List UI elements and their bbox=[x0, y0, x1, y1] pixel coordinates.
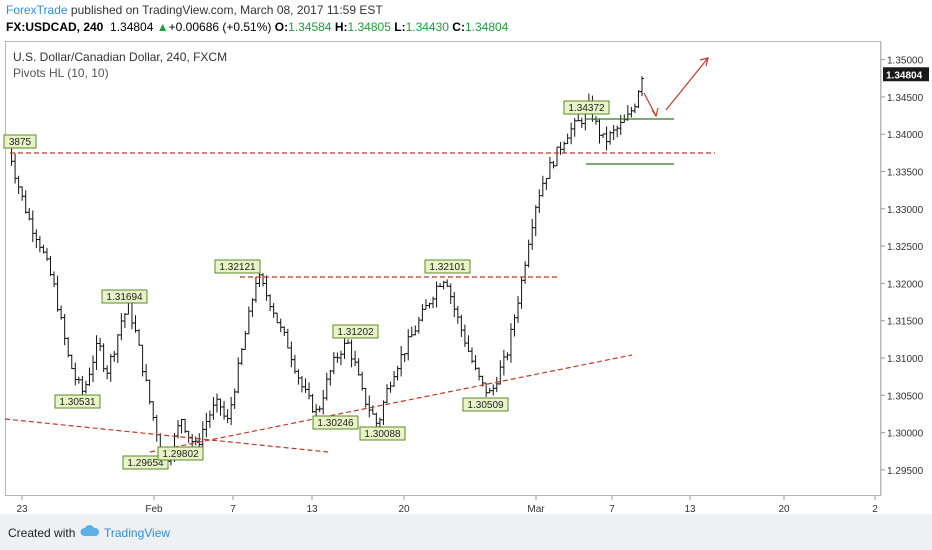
up-arrow-icon bbox=[665, 57, 709, 111]
pivot-label-box bbox=[462, 397, 509, 412]
l-label: L: bbox=[394, 20, 406, 34]
pivot-label: 3875 bbox=[9, 137, 32, 148]
y-tick-label: 1.30500 bbox=[887, 391, 924, 402]
close-value: 1.34804 bbox=[464, 20, 509, 34]
y-tick-label: 1.31500 bbox=[887, 317, 924, 328]
pivot-label-box bbox=[101, 289, 148, 304]
pivot-label-box bbox=[122, 455, 169, 470]
x-tick-label: Mar bbox=[527, 504, 545, 514]
y-tick-label: 1.32000 bbox=[887, 279, 924, 290]
y-tick-label: 1.35000 bbox=[887, 56, 924, 67]
y-tick-label: 1.34000 bbox=[887, 130, 924, 141]
high-value: 1.34805 bbox=[347, 20, 391, 34]
publish-line: ForexTrade published on TradingView.com,… bbox=[6, 3, 383, 17]
pivot-label: 1.30088 bbox=[364, 429, 401, 440]
pivot-label-box bbox=[3, 134, 37, 149]
pivot-label: 1.29802 bbox=[162, 449, 199, 460]
open-value: 1.34584 bbox=[288, 20, 332, 34]
y-tick-label: 1.32500 bbox=[887, 242, 924, 253]
symbol-label: FX:USDCAD, 240 bbox=[6, 20, 104, 34]
y-tick-label: 1.33000 bbox=[887, 205, 924, 216]
up-arrow-head bbox=[699, 57, 709, 67]
x-tick-label: 23 bbox=[16, 504, 28, 514]
pivot-label: 1.32121 bbox=[219, 262, 256, 273]
c-label: C: bbox=[452, 20, 465, 34]
y-tick-label: 1.31000 bbox=[887, 354, 924, 365]
x-tick-label: 7 bbox=[230, 504, 236, 514]
pivot-label-box bbox=[214, 259, 261, 274]
up-arrow-icon: ▲ bbox=[156, 20, 169, 34]
pivot-label-box bbox=[563, 100, 610, 115]
created-with-text: Created with bbox=[8, 526, 76, 540]
y-tick-label: 1.33500 bbox=[887, 168, 924, 179]
price-change: +0.00686 (+0.51%) bbox=[168, 20, 272, 34]
tradingview-cloud-icon bbox=[80, 525, 100, 536]
published-text: published on TradingView.com, March 08, … bbox=[70, 3, 383, 17]
pivot-label: 1.29654 bbox=[127, 458, 164, 469]
brand-link[interactable]: ForexTrade bbox=[6, 3, 68, 17]
x-tick-label: 7 bbox=[609, 504, 615, 514]
rising-trendline bbox=[149, 354, 633, 453]
o-label: O: bbox=[274, 20, 289, 34]
pivot-label-box bbox=[157, 446, 204, 461]
y-tick-label: 1.29500 bbox=[887, 466, 924, 477]
y-tick-label: 1.34500 bbox=[887, 93, 924, 104]
current-price-tag bbox=[883, 67, 929, 82]
pivot-label: 1.32101 bbox=[429, 262, 466, 273]
falling-trendline bbox=[4, 418, 329, 453]
x-tick-label: 20 bbox=[398, 504, 410, 514]
x-tick-label: Feb bbox=[145, 504, 163, 514]
chart-title: U.S. Dollar/Canadian Dollar, 240, FXCM bbox=[13, 50, 228, 64]
pivot-label-box bbox=[312, 415, 359, 430]
footer: Created with TradingView bbox=[0, 514, 932, 550]
pivot-label-box bbox=[359, 426, 406, 441]
h-label: H: bbox=[334, 20, 348, 34]
indicator-label: Pivots HL (10, 10) bbox=[13, 66, 109, 80]
pivot-label: 1.30246 bbox=[317, 418, 354, 429]
x-tick-label: 2 bbox=[872, 504, 878, 514]
x-tick-label: 13 bbox=[684, 504, 696, 514]
x-tick-label: 20 bbox=[778, 504, 790, 514]
y-tick-label: 1.30000 bbox=[887, 429, 924, 440]
pivot-label-box bbox=[424, 259, 471, 274]
pivot-label: 1.34372 bbox=[568, 103, 605, 114]
current-price-value: 1.34804 bbox=[886, 70, 923, 81]
pivot-label: 1.31202 bbox=[337, 327, 374, 338]
last-price: 1.34804 bbox=[110, 20, 154, 34]
low-value: 1.34430 bbox=[405, 20, 449, 34]
tradingview-link[interactable]: TradingView bbox=[104, 526, 171, 540]
x-tick-label: 13 bbox=[306, 504, 318, 514]
down-arrow-head bbox=[651, 107, 659, 118]
pivot-label: 1.30531 bbox=[59, 397, 96, 408]
price-chart[interactable]: 1.29500 1.30000 1.30500 1.31000 1.31500 1.320… bbox=[0, 0, 932, 514]
pivot-label: 1.30509 bbox=[467, 400, 504, 411]
pivot-label-box bbox=[54, 394, 101, 409]
ohlc-line: FX:USDCAD, 240 1.34804 ▲+0.00686 (+0.51%… bbox=[6, 20, 508, 34]
pivot-label-box bbox=[332, 324, 379, 339]
pivot-label: 1.31694 bbox=[106, 292, 143, 303]
